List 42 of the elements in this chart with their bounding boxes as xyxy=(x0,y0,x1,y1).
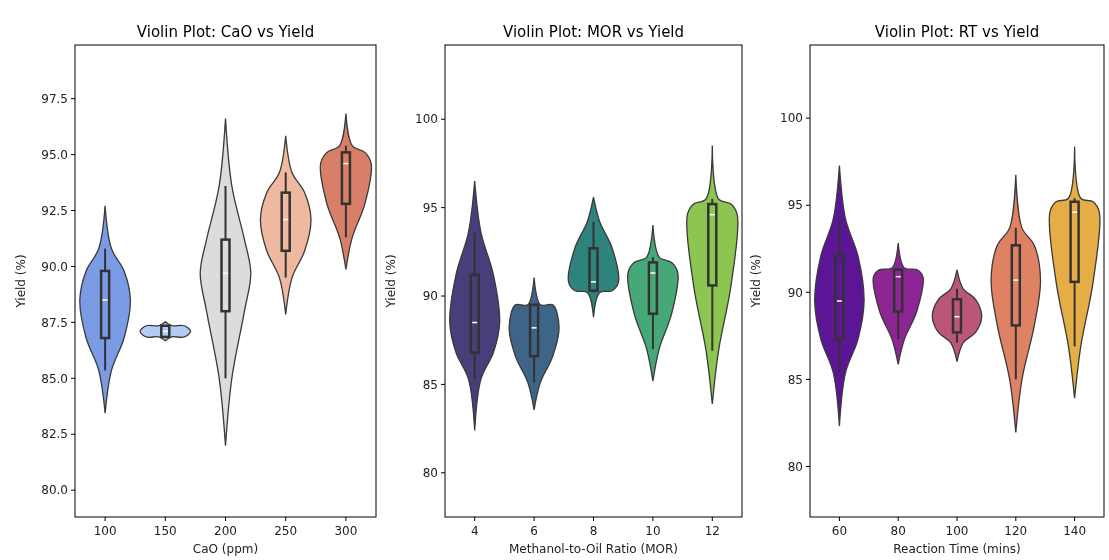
y-tick-label: 95 xyxy=(787,198,803,213)
x-tick-label: 140 xyxy=(1063,524,1087,538)
x-tick-label: 8 xyxy=(589,524,598,538)
x-tick-label: 10 xyxy=(645,524,661,538)
chart-title: Violin Plot: MOR vs Yield xyxy=(502,23,685,41)
x-tick-label: 150 xyxy=(153,524,177,538)
y-tick-label: 82.5 xyxy=(41,427,68,442)
y-tick-label: 87.5 xyxy=(41,315,68,330)
y-tick-label: 85 xyxy=(422,377,438,392)
x-axis-title: CaO (ppm) xyxy=(192,542,259,556)
x-tick-label: 120 xyxy=(1004,524,1028,538)
y-tick-label: 100 xyxy=(415,112,438,127)
x-tick-label: 6 xyxy=(530,524,538,538)
y-tick-label: 90 xyxy=(422,289,438,304)
y-axis-title: Yield (%) xyxy=(384,254,398,309)
x-axis-title: Methanol-to-Oil Ratio (MOR) xyxy=(509,542,678,556)
x-tick-label: 100 xyxy=(93,524,117,538)
y-tick-label: 90 xyxy=(787,285,803,300)
x-tick-label: 12 xyxy=(704,524,720,538)
x-tick-label: 250 xyxy=(274,524,298,538)
x-tick-label: 200 xyxy=(214,524,237,538)
x-tick-label: 100 xyxy=(945,524,969,538)
x-tick-label: 4 xyxy=(470,524,479,538)
chart-title: Violin Plot: RT vs Yield xyxy=(874,23,1040,41)
y-tick-label: 90.0 xyxy=(41,259,68,274)
y-tick-label: 95.0 xyxy=(41,147,68,162)
x-tick-label: 80 xyxy=(890,524,906,538)
x-axis-title: Reaction Time (mins) xyxy=(893,542,1021,556)
y-tick-label: 85.0 xyxy=(41,371,68,386)
x-tick-label: 60 xyxy=(831,524,848,538)
y-tick-label: 97.5 xyxy=(41,91,68,106)
chart-title: Violin Plot: CaO vs Yield xyxy=(136,23,315,41)
y-tick-label: 80.0 xyxy=(41,483,68,498)
y-axis-title: Yield (%) xyxy=(14,254,28,309)
y-tick-label: 80 xyxy=(787,459,803,474)
y-tick-label: 95 xyxy=(422,200,438,215)
y-tick-label: 100 xyxy=(780,111,803,126)
x-tick-label: 300 xyxy=(334,524,358,538)
y-tick-label: 80 xyxy=(422,466,438,481)
y-axis-title: Yield (%) xyxy=(749,254,763,309)
y-tick-label: 92.5 xyxy=(41,203,68,218)
y-tick-label: 85 xyxy=(787,372,803,387)
